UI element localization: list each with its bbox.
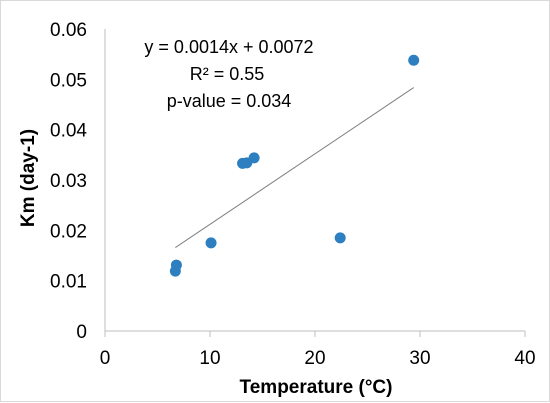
y-tick-label-2: 0.02 bbox=[50, 221, 87, 242]
x-tick-label-0: 0 bbox=[100, 348, 111, 369]
y-tick-label-1: 0.01 bbox=[50, 272, 87, 293]
x-tick-label-4: 40 bbox=[514, 348, 535, 369]
data-point-0-6 bbox=[334, 232, 346, 244]
data-point-0-5 bbox=[248, 152, 260, 164]
data-point-0-7 bbox=[408, 54, 420, 66]
p-value: p-value = 0.034 bbox=[167, 91, 292, 111]
trendline-group bbox=[175, 87, 414, 248]
y-tick-label-3: 0.03 bbox=[50, 171, 87, 192]
data-point-0-2 bbox=[205, 237, 217, 249]
r-squared: R² = 0.55 bbox=[190, 64, 265, 84]
x-tick-label-2: 20 bbox=[304, 348, 325, 369]
x-tick-label-1: 10 bbox=[199, 348, 220, 369]
y-tick-label-4: 0.04 bbox=[50, 121, 87, 142]
y-tick-label-0: 0 bbox=[76, 322, 87, 343]
y-tick-label-6: 0.06 bbox=[50, 20, 87, 41]
x-tick-marks bbox=[104, 331, 526, 337]
trend-equation: y = 0.0014x + 0.0072 bbox=[144, 37, 313, 57]
x-axis-title: Temperature (°C) bbox=[240, 377, 393, 398]
x-tick-labels: 0 10 20 30 40 bbox=[100, 348, 536, 369]
y-tick-label-5: 0.05 bbox=[50, 70, 87, 91]
y-tick-labels: 0 0.01 0.02 0.03 0.04 0.05 0.06 bbox=[50, 20, 87, 343]
y-axis-title: Km (day-1) bbox=[18, 129, 39, 227]
x-tick-label-3: 30 bbox=[409, 348, 430, 369]
trendline bbox=[175, 87, 414, 248]
data-points bbox=[169, 54, 420, 277]
data-point-0-1 bbox=[170, 259, 182, 271]
